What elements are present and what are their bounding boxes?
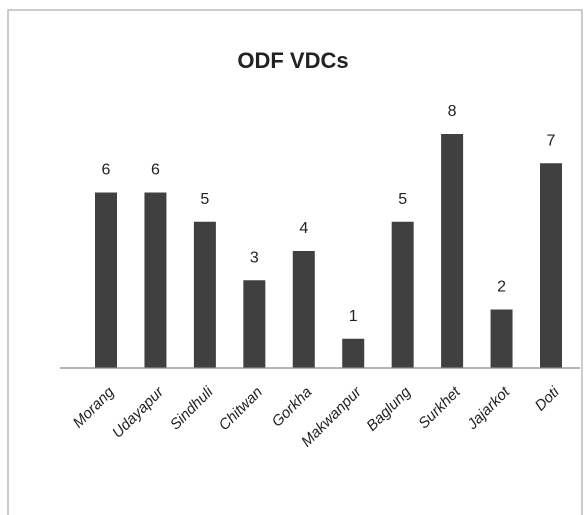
bar xyxy=(243,280,266,368)
data-label: 2 xyxy=(497,279,506,296)
bar xyxy=(441,134,464,368)
bar xyxy=(292,251,315,368)
bar xyxy=(342,338,365,368)
data-label: 5 xyxy=(200,191,209,208)
bar xyxy=(144,192,167,368)
bar xyxy=(540,163,562,368)
data-label: 6 xyxy=(151,162,160,179)
bar xyxy=(490,309,513,368)
data-label: 4 xyxy=(299,220,308,237)
bar xyxy=(95,192,117,368)
data-label: 1 xyxy=(349,308,358,325)
data-label: 7 xyxy=(547,132,556,149)
data-label: 8 xyxy=(448,103,457,120)
chart-title: ODF VDCs xyxy=(237,48,348,73)
data-label: 5 xyxy=(398,191,407,208)
bar xyxy=(193,221,216,368)
data-label: 3 xyxy=(250,249,259,266)
bar xyxy=(391,221,414,368)
data-label: 6 xyxy=(102,162,111,179)
